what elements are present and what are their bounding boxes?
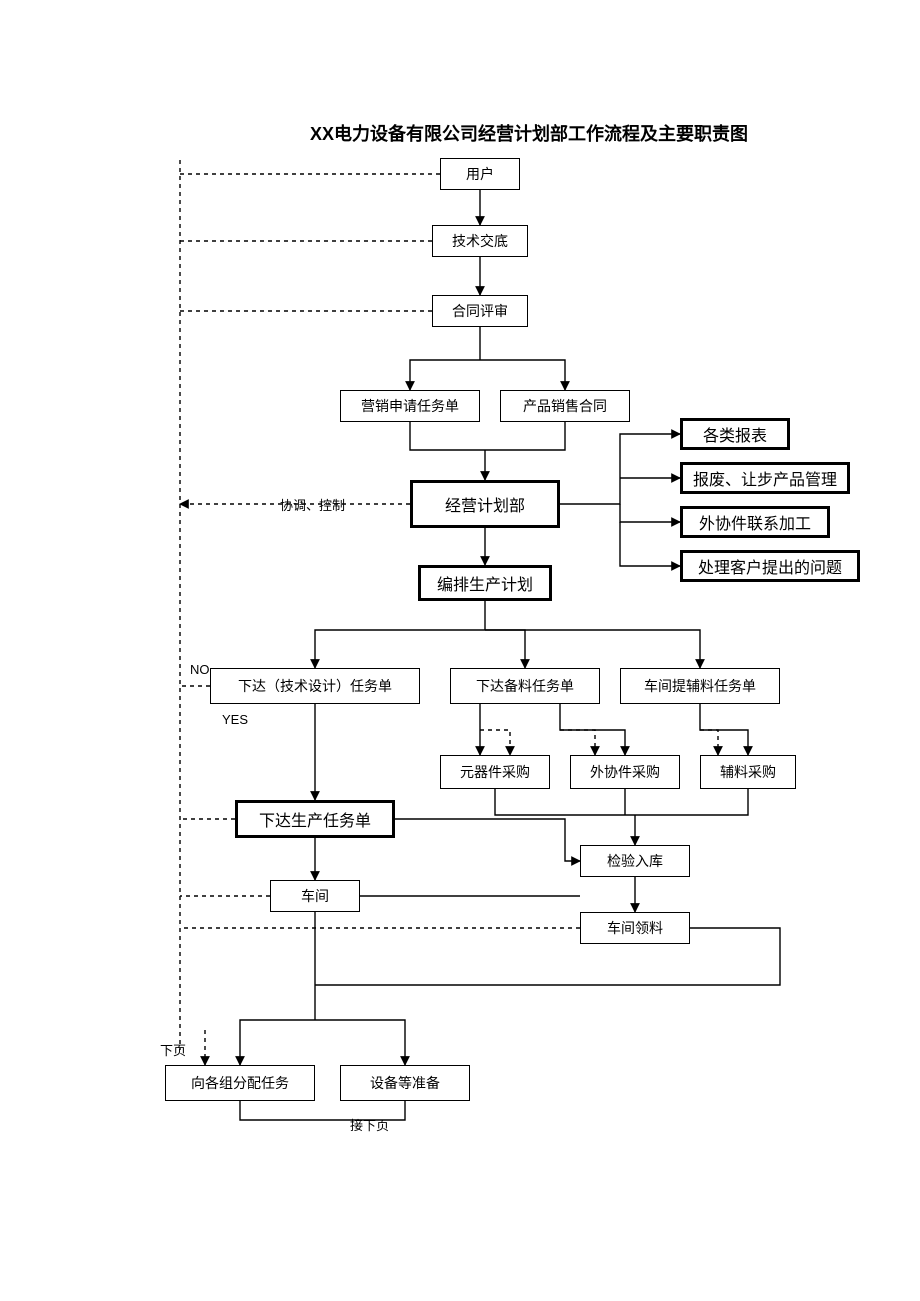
edge — [315, 1020, 405, 1065]
edge — [410, 360, 480, 390]
node-n9: 外协件联系加工 — [680, 506, 830, 538]
node-n2: 技术交底 — [432, 225, 528, 257]
node-n18: 下达生产任务单 — [235, 800, 395, 838]
node-n5: 产品销售合同 — [500, 390, 630, 422]
edge — [700, 730, 718, 755]
edge — [315, 928, 780, 985]
edge — [485, 630, 700, 668]
edge — [495, 789, 635, 815]
node-n17: 辅料采购 — [700, 755, 796, 789]
edge — [620, 504, 680, 522]
edge — [480, 360, 565, 390]
node-n1: 用户 — [440, 158, 520, 190]
label-l4: 下页 — [160, 1040, 186, 1059]
edge — [315, 630, 485, 668]
node-n6: 经营计划部 — [410, 480, 560, 528]
edge — [700, 704, 748, 755]
node-n12: 下达（技术设计）任务单 — [210, 668, 420, 704]
node-n23: 设备等准备 — [340, 1065, 470, 1101]
edge — [560, 730, 595, 755]
edge — [485, 630, 525, 668]
label-l5: 接下页 — [350, 1115, 389, 1134]
node-n8: 报废、让步产品管理 — [680, 462, 850, 494]
edge — [560, 434, 680, 504]
flowchart-canvas: XX电力设备有限公司经营计划部工作流程及主要职责图 用户技术交底合同评审营销申请… — [0, 0, 920, 1301]
node-n22: 向各组分配任务 — [165, 1065, 315, 1101]
node-n20: 车间 — [270, 880, 360, 912]
node-n7: 各类报表 — [680, 418, 790, 450]
edge — [620, 522, 680, 566]
node-n14: 车间提辅料任务单 — [620, 668, 780, 704]
label-l3: YES — [222, 712, 248, 727]
edge — [410, 422, 485, 450]
node-n11: 编排生产计划 — [418, 565, 552, 601]
node-n15: 元器件采购 — [440, 755, 550, 789]
node-n13: 下达备料任务单 — [450, 668, 600, 704]
label-l1: 协调、控制 — [280, 495, 345, 514]
node-n10: 处理客户提出的问题 — [680, 550, 860, 582]
edges-layer — [0, 0, 920, 1301]
edge — [485, 422, 565, 450]
node-n4: 营销申请任务单 — [340, 390, 480, 422]
edge — [635, 789, 748, 815]
label-l2: NO — [190, 662, 210, 677]
node-n19: 检验入库 — [580, 845, 690, 877]
node-n16: 外协件采购 — [570, 755, 680, 789]
edge — [480, 730, 510, 755]
edge — [240, 1020, 315, 1065]
node-n3: 合同评审 — [432, 295, 528, 327]
edge — [395, 819, 580, 861]
node-n21: 车间领料 — [580, 912, 690, 944]
